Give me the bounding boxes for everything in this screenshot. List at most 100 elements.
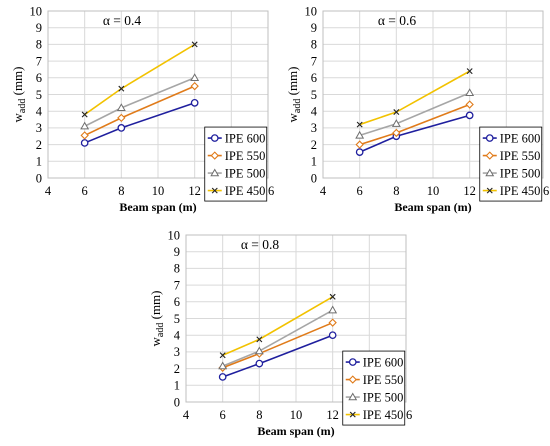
y-tick-label: 9 [36,21,42,35]
data-point [392,128,401,138]
legend-label: IPE 550 [225,149,266,163]
data-point [116,103,126,112]
x-axis-title: Beam span (m) [394,200,471,214]
x-tick-label: 12 [326,408,339,422]
panel-title: α = 0.8 [241,237,280,252]
legend-label: IPE 550 [500,149,541,163]
y-axis-title-sub: add [155,323,166,337]
y-tick-label: 3 [174,345,180,359]
data-point [190,81,199,91]
legend-marker [485,134,494,142]
data-point [328,318,337,327]
series-ipe-550 [218,318,337,372]
series-ipe-600 [355,111,474,156]
data-point [465,100,474,109]
series-ipe-450 [356,68,473,128]
panel-title: α = 0.6 [378,13,417,28]
series-ipe-450 [219,293,336,359]
data-point [190,99,199,107]
y-axis-title-main: w [10,112,25,122]
y-tick-label: 2 [174,362,180,376]
data-point [391,119,401,127]
legend-label: IPE 500 [363,390,404,404]
legend-marker [210,134,219,142]
x-tick-label: 12 [463,184,476,198]
legend-label: IPE 500 [500,166,541,180]
plot-area [47,10,269,179]
y-tick-label: 10 [305,4,318,18]
y-tick-label: 0 [36,171,42,185]
data-point [117,124,126,132]
y-tick-label: 10 [30,4,43,18]
series-line [359,114,470,153]
series-line [359,92,470,137]
y-tick-label: 5 [174,312,180,326]
y-tick-label: 5 [36,88,42,102]
data-point [465,111,474,120]
plot-area [185,234,407,403]
chart-alpha-0-6: 01234567891046810121416Beam span (m)wadd… [285,4,549,214]
data-point [117,113,126,123]
data-point [80,121,90,130]
y-tick-label: 3 [311,121,317,135]
chart-alpha-0-4: 01234567891046810121416Beam span (m)wadd… [10,4,274,214]
legend-marker [348,358,357,366]
series-ipe-600 [80,99,199,147]
x-tick-label: 8 [256,408,262,422]
series-line [84,43,196,116]
y-axis-title: wadd (mm) [148,291,166,347]
y-axis-title-unit: (mm) [10,67,25,99]
series-ipe-600 [218,331,337,381]
y-axis-title: wadd (mm) [10,67,28,123]
y-axis-title-unit: (mm) [148,291,163,323]
data-point [329,293,336,300]
series-ipe-500 [218,305,338,370]
series-ipe-500 [80,73,200,130]
data-point [118,85,125,92]
y-axis-title-main: w [285,112,300,122]
series-line [84,102,195,144]
data-point [80,139,89,147]
data-point [465,88,475,97]
data-point [80,131,89,140]
data-point [328,305,338,314]
y-tick-label: 0 [174,395,180,409]
legend: IPE 600 IPE 550 IPE 500 IPE 450 [204,126,268,202]
data-point [81,111,88,118]
y-tick-label: 9 [174,245,180,259]
data-point [355,148,364,156]
x-tick-label: 8 [118,184,124,198]
panel-title: α = 0.4 [103,13,142,28]
chart-alpha-0-8: 01234567891046810121416Beam span (m)wadd… [148,228,412,438]
y-tick-label: 1 [174,379,180,393]
legend: IPE 600 IPE 550 IPE 500 IPE 450 [342,350,406,426]
y-tick-label: 6 [311,71,317,85]
legend-label: IPE 500 [225,166,266,180]
y-axis-title-unit: (mm) [285,67,300,99]
y-tick-label: 7 [36,54,42,68]
y-tick-label: 8 [174,262,180,276]
y-tick-label: 7 [311,54,317,68]
legend-marker [485,168,495,177]
y-tick-label: 9 [311,21,317,35]
legend-marker [348,392,358,401]
legend-label: IPE 600 [363,355,404,369]
legend-marker [348,375,357,384]
legend-marker [485,151,494,160]
data-point [356,121,363,128]
y-tick-label: 6 [36,71,42,85]
y-axis-title-sub: add [17,99,28,113]
series-ipe-450 [81,41,198,118]
legend-marker [210,168,220,177]
x-tick-label: 4 [183,408,190,422]
legend-label: IPE 600 [500,131,541,145]
data-point [218,361,228,370]
y-tick-label: 3 [36,121,42,135]
data-point [219,352,226,359]
legend-marker [210,151,219,160]
x-tick-label: 6 [82,184,88,198]
data-point [191,41,198,48]
x-tick-label: 12 [188,184,201,198]
data-point [190,73,200,81]
y-axis-title-sub: add [292,99,303,113]
